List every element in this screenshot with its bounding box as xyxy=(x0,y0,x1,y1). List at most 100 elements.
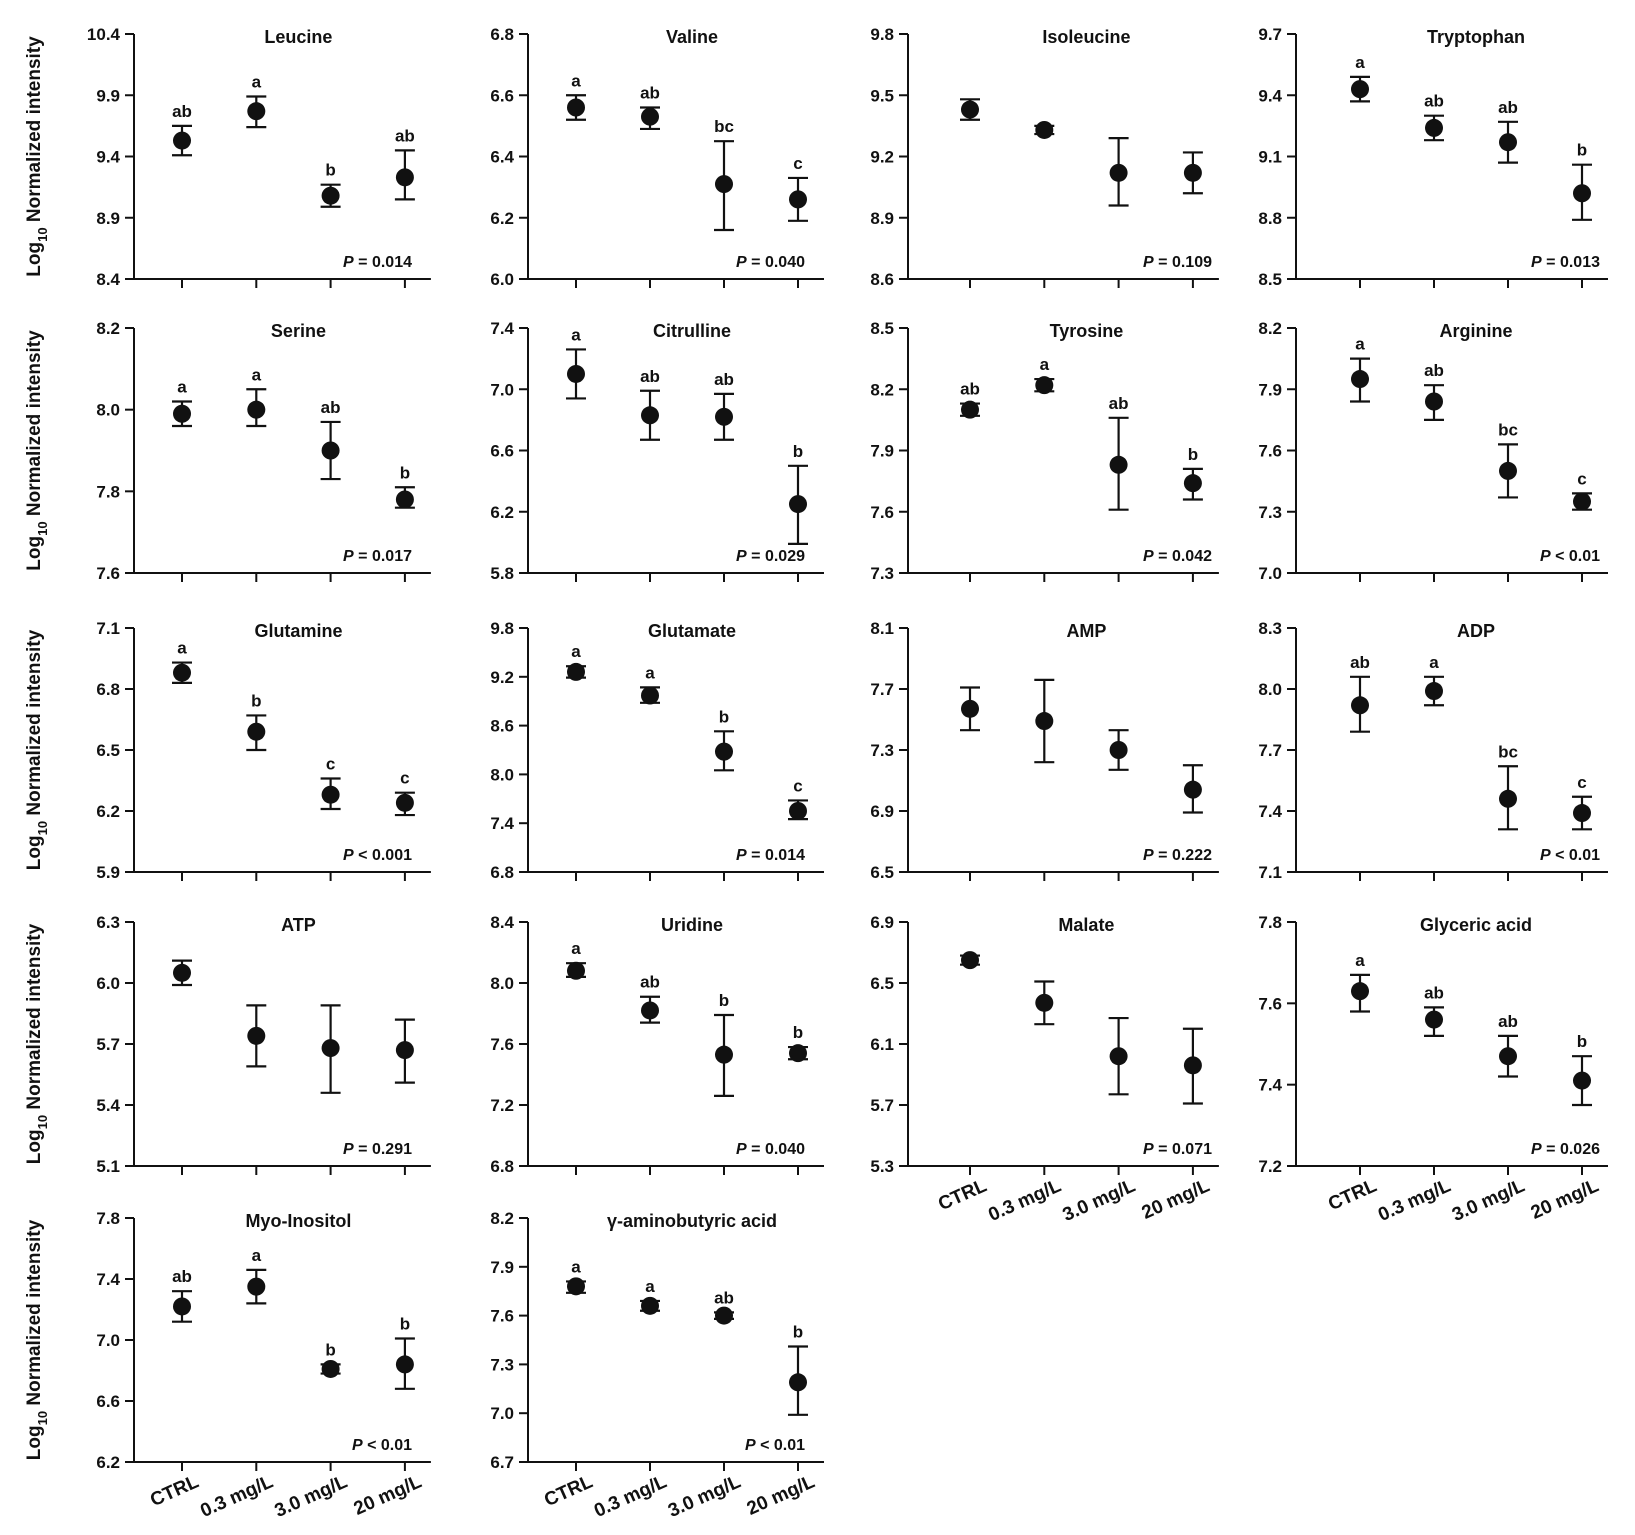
significance-letter: b xyxy=(1577,1032,1587,1051)
y-axis-title-rest: Normalized intensity xyxy=(24,1219,45,1411)
data-point xyxy=(789,495,807,514)
y-tick-label: 8.2 xyxy=(1258,319,1282,338)
significance-letter: bc xyxy=(1498,420,1518,439)
y-tick-label: 6.0 xyxy=(96,974,120,993)
y-tick-label: 7.2 xyxy=(1258,1157,1282,1176)
significance-letter: b xyxy=(400,463,410,482)
data-point xyxy=(1573,184,1591,203)
y-tick-label: 7.1 xyxy=(96,619,120,638)
data-point xyxy=(567,961,585,980)
y-tick-label: 9.2 xyxy=(870,148,894,167)
data-point xyxy=(715,1306,733,1325)
y-tick-label: 8.3 xyxy=(1258,619,1282,638)
significance-letter: c xyxy=(1577,469,1586,488)
y-axis-title: Log10 Normalized intensity xyxy=(24,36,50,277)
y-tick-label: 7.6 xyxy=(1258,994,1282,1013)
chart-title: Malate xyxy=(1058,915,1114,935)
p-value-text: < 0.01 xyxy=(1551,847,1600,864)
data-point xyxy=(1425,118,1443,137)
p-symbol: P xyxy=(736,548,747,565)
data-point xyxy=(173,131,191,150)
x-category-label: 0.3 mg/L xyxy=(1375,1175,1454,1226)
y-tick-label: 6.8 xyxy=(96,680,120,699)
data-point xyxy=(321,186,340,205)
y-tick-label: 7.8 xyxy=(1258,913,1282,932)
significance-letter: ab xyxy=(172,102,192,121)
data-point xyxy=(321,1039,340,1058)
data-point xyxy=(961,951,979,970)
p-symbol: P xyxy=(1531,1141,1542,1158)
significance-letter: b xyxy=(719,991,729,1010)
y-tick-label: 8.0 xyxy=(96,401,120,420)
data-point xyxy=(1035,993,1054,1012)
data-point xyxy=(247,102,266,121)
significance-letter: a xyxy=(571,642,581,661)
y-tick-label: 6.8 xyxy=(490,863,514,882)
data-point xyxy=(567,662,585,681)
y-tick-label: 7.9 xyxy=(1258,380,1282,399)
chart-panel: 6.8 7.4 8.0 8.6 9.2 9.8 Glutamate a a b c P = 0.014 xyxy=(490,619,824,882)
data-point xyxy=(1183,474,1202,493)
data-point xyxy=(1183,780,1202,799)
x-category-label: CTRL xyxy=(1325,1175,1380,1215)
p-value-text: = 0.040 xyxy=(747,254,805,271)
significance-letter: b xyxy=(793,1023,803,1042)
p-value-text: = 0.291 xyxy=(354,1141,412,1158)
p-symbol: P xyxy=(343,1141,354,1158)
data-point xyxy=(1109,741,1128,759)
significance-letter: c xyxy=(793,776,802,795)
significance-letter: ab xyxy=(1498,98,1518,117)
significance-letter: a xyxy=(1429,653,1439,672)
significance-letter: a xyxy=(645,663,655,682)
y-tick-label: 5.3 xyxy=(870,1157,894,1176)
y-tick-label: 6.9 xyxy=(870,802,894,821)
data-point xyxy=(1573,804,1591,823)
y-tick-label: 9.5 xyxy=(870,86,894,105)
y-tick-label: 7.3 xyxy=(870,564,894,583)
chart-panel: 6.5 6.9 7.3 7.7 8.1 AMP P = 0.222 xyxy=(870,619,1219,882)
y-tick-label: 8.0 xyxy=(490,765,514,784)
y-tick-label: 8.2 xyxy=(490,1209,514,1228)
significance-letter: c xyxy=(400,769,409,788)
significance-letter: b xyxy=(1188,445,1198,464)
y-axis-title: Log10 Normalized intensity xyxy=(24,923,50,1164)
p-symbol: P xyxy=(1540,847,1551,864)
y-tick-label: 9.7 xyxy=(1258,25,1282,44)
y-tick-label: 9.4 xyxy=(1258,86,1282,105)
significance-letter: ab xyxy=(714,1288,734,1307)
y-tick-label: 8.2 xyxy=(870,380,894,399)
significance-letter: a xyxy=(571,939,581,958)
y-axis-title: Log10 Normalized intensity xyxy=(24,330,50,571)
data-point xyxy=(395,1041,414,1060)
chart-title: ADP xyxy=(1457,621,1495,641)
x-category-label: 0.3 mg/L xyxy=(197,1471,276,1522)
p-value-text: = 0.042 xyxy=(1154,548,1212,565)
data-point xyxy=(567,364,585,383)
chart-panel: 5.1 5.4 5.7 6.0 6.3 ATP P = 0.291 xyxy=(96,913,431,1176)
y-tick-label: 6.3 xyxy=(96,913,120,932)
p-value-label: P = 0.042 xyxy=(1143,548,1212,565)
chart-title: γ-aminobutyric acid xyxy=(607,1211,777,1231)
y-tick-label: 8.5 xyxy=(1258,270,1282,289)
significance-letter: ab xyxy=(395,126,415,145)
p-value-text: < 0.01 xyxy=(1551,548,1600,565)
data-point xyxy=(567,1277,585,1296)
data-point xyxy=(1183,163,1202,182)
y-tick-label: 7.9 xyxy=(490,1258,514,1277)
y-tick-label: 6.9 xyxy=(870,913,894,932)
significance-letter: ab xyxy=(1109,394,1129,413)
data-point xyxy=(1425,682,1443,701)
y-axis-title-rest: Normalized intensity xyxy=(24,36,45,228)
data-point xyxy=(789,1373,807,1392)
p-value-text: = 0.017 xyxy=(354,548,412,565)
p-symbol: P xyxy=(736,254,747,271)
y-tick-label: 8.4 xyxy=(490,913,514,932)
significance-letter: ab xyxy=(172,1267,192,1286)
p-value-text: = 0.040 xyxy=(747,1141,805,1158)
significance-letter: ab xyxy=(1424,92,1444,111)
chart-panel: 6.0 6.2 6.4 6.6 6.8 Valine a ab bc c P = 0.040 xyxy=(490,25,824,289)
y-tick-label: 6.1 xyxy=(870,1035,894,1054)
y-tick-label: 8.9 xyxy=(870,209,894,228)
